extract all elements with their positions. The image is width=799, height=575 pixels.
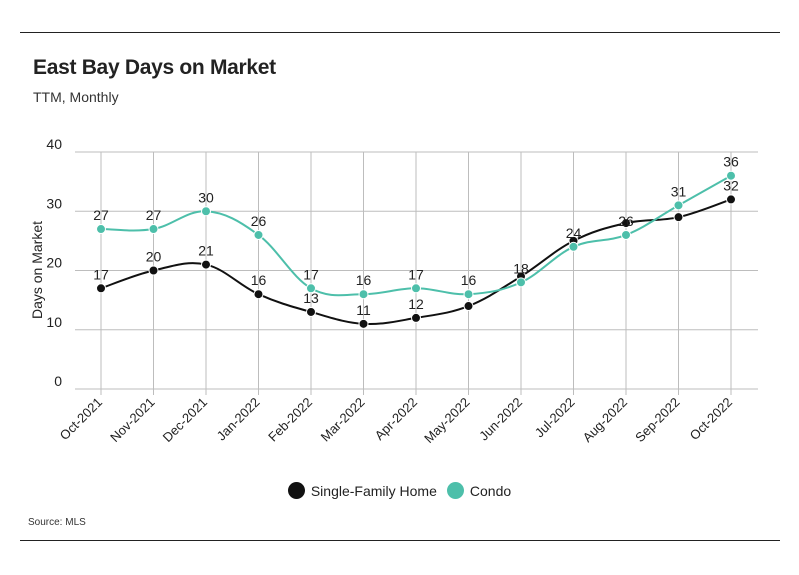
data-point-condo	[148, 224, 159, 235]
data-label-single-family: 13	[303, 290, 319, 306]
bottom-rule	[20, 540, 780, 541]
chart-subtitle: TTM, Monthly	[33, 89, 119, 105]
data-label-condo: 17	[303, 266, 319, 282]
data-point-single-family	[253, 289, 264, 300]
data-label-condo: 30	[198, 189, 214, 205]
data-label-condo: 31	[671, 183, 687, 199]
data-label-single-family: 12	[408, 296, 424, 312]
data-point-condo	[673, 200, 684, 211]
x-tick-label: May-2022	[421, 395, 472, 446]
y-tick-label: 10	[46, 314, 62, 330]
data-label-single-family: 20	[146, 249, 162, 265]
chart-title: East Bay Days on Market	[33, 56, 276, 79]
data-label-single-family: 16	[251, 272, 267, 288]
data-label-condo: 16	[356, 272, 372, 288]
data-label-condo: 16	[461, 272, 477, 288]
y-tick-label: 20	[46, 255, 62, 271]
y-tick-label: 0	[54, 373, 62, 389]
data-point-condo	[96, 224, 106, 235]
data-label-condo: 24	[566, 225, 582, 241]
source-note: Source: MLS	[28, 517, 86, 528]
data-point-single-family	[96, 283, 106, 294]
data-point-condo	[253, 229, 264, 240]
x-tick-label: Jul-2022	[532, 395, 578, 441]
x-tick-label: Mar-2022	[318, 395, 368, 445]
x-tick-label: Dec-2021	[160, 395, 210, 445]
legend-item-single-family: Single-Family Home	[287, 482, 437, 499]
x-tick-label: Oct-2021	[57, 395, 105, 443]
x-tick-label: Oct-2022	[687, 395, 735, 443]
data-label-condo: 36	[723, 154, 739, 170]
data-point-condo	[411, 283, 421, 294]
data-point-single-family	[306, 306, 316, 317]
x-tick-label: Sep-2022	[632, 395, 682, 445]
x-tick-label: Jun-2022	[476, 395, 525, 444]
data-label-condo: 17	[408, 266, 424, 282]
data-label-single-family: 32	[723, 177, 739, 193]
legend-label-condo: Condo	[469, 482, 512, 499]
x-tick-label: Nov-2021	[107, 395, 157, 445]
data-point-condo	[568, 241, 579, 252]
legend-swatch-condo	[446, 482, 464, 499]
data-point-single-family	[411, 312, 421, 323]
legend-item-condo: Condo	[446, 482, 512, 499]
data-label-condo: 27	[146, 207, 162, 223]
data-point-single-family	[726, 194, 736, 205]
data-point-condo	[306, 283, 316, 294]
data-label-condo: 18	[513, 260, 529, 276]
data-point-single-family	[673, 212, 684, 223]
data-point-single-family	[201, 259, 211, 270]
legend-label-single-family: Single-Family Home	[310, 482, 437, 499]
data-label-single-family: 17	[93, 266, 109, 282]
legend-swatch-single-family	[287, 482, 305, 499]
data-label-single-family: 21	[198, 243, 214, 259]
y-axis-title: Days on Market	[29, 221, 45, 319]
top-rule	[20, 32, 780, 33]
y-tick-label: 40	[46, 136, 62, 152]
data-point-condo	[358, 289, 369, 300]
data-label-condo: 26	[251, 213, 267, 229]
data-point-single-family	[463, 301, 474, 312]
data-point-single-family	[358, 318, 369, 329]
data-label-condo: 26	[618, 213, 634, 229]
x-tick-label: Apr-2022	[372, 395, 420, 443]
data-point-condo	[201, 206, 211, 217]
data-point-condo	[516, 277, 526, 288]
data-point-single-family	[621, 218, 631, 229]
data-point-condo	[726, 170, 736, 181]
data-point-condo	[463, 289, 474, 300]
data-point-condo	[621, 229, 631, 240]
data-point-single-family	[148, 265, 159, 276]
data-label-single-family: 11	[356, 302, 371, 318]
x-tick-label: Feb-2022	[265, 395, 315, 445]
y-tick-label: 30	[46, 195, 62, 211]
data-label-condo: 27	[93, 207, 109, 223]
x-tick-label: Aug-2022	[580, 395, 630, 445]
chart-legend: Single-Family Home Condo	[0, 482, 799, 499]
x-tick-label: Jan-2022	[214, 395, 263, 444]
